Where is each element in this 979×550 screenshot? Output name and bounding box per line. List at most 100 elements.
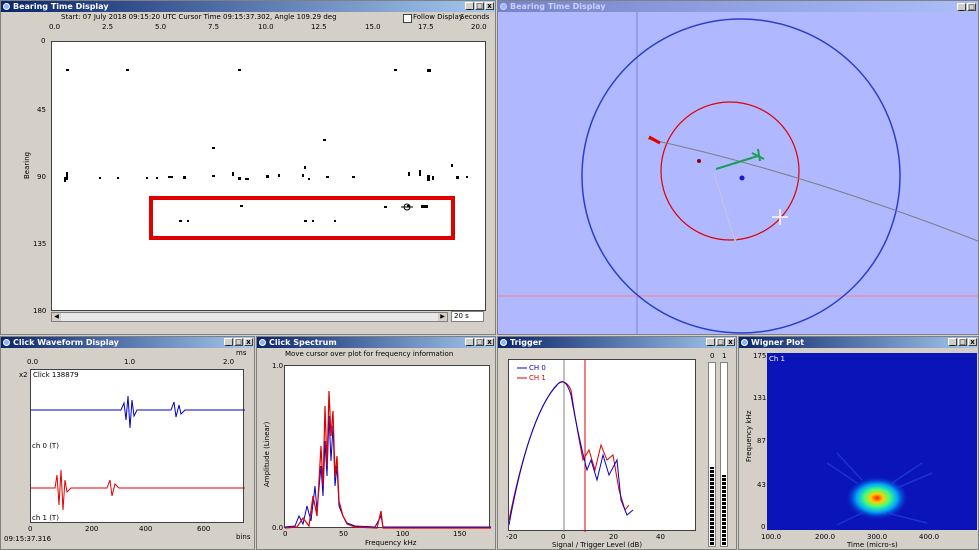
minimize-icon[interactable]: _ [706, 338, 715, 346]
window-title: Wigner Plot [751, 338, 805, 347]
app-icon [500, 3, 507, 10]
x-axis-label: Frequency kHz [365, 539, 417, 547]
x-tick: 400.0 [919, 533, 940, 541]
level-meter-1 [720, 362, 728, 547]
window-title: Bearing Time Display [510, 2, 606, 11]
scroll-right-icon[interactable]: ▶ [438, 313, 447, 321]
click-spectrum-titlebar[interactable]: Click Spectrum _ □ x [257, 337, 495, 348]
close-icon[interactable]: x [485, 2, 494, 10]
bearing-time-window: Bearing Time Display _ □ x Start: 07 Jul… [0, 0, 496, 335]
spectrum-plot[interactable] [284, 365, 491, 529]
ch0-label: ch 0 (T) [32, 442, 59, 450]
x-tick: 20 [609, 533, 618, 541]
close-icon[interactable]: x [726, 338, 735, 346]
meter-label: 1 [722, 352, 727, 360]
y-tick: 0 [761, 523, 766, 531]
scroll-left-icon[interactable]: ◀ [52, 313, 61, 321]
x-tick: 0.0 [27, 358, 39, 366]
x-tick: 20.0 [471, 23, 487, 31]
minimize-icon[interactable]: _ [224, 338, 233, 346]
minimize-icon[interactable]: _ [957, 3, 966, 11]
y-axis-label: Frequency kHz [745, 410, 753, 462]
level-meter-0 [708, 362, 716, 547]
meter-label: 0 [710, 352, 715, 360]
trigger-window: Trigger _ □ x CH 0 CH 1 -20 0 20 40 Sign… [497, 336, 737, 550]
click-waveform-window: Click Waveform Display _ □ x ms 0.0 1.0 … [0, 336, 255, 550]
legend-ch0: CH 0 [529, 364, 546, 372]
app-icon [500, 339, 507, 346]
bins-tick: 0 [28, 525, 33, 533]
maximize-icon[interactable]: □ [716, 338, 725, 346]
maximize-icon[interactable]: □ [475, 338, 484, 346]
trigger-plot[interactable]: CH 0 CH 1 [508, 359, 696, 532]
minimize-icon[interactable]: _ [948, 338, 957, 346]
crosshair-cursor [401, 203, 413, 211]
bearing-plot[interactable] [51, 41, 486, 311]
minimize-icon[interactable]: _ [465, 338, 474, 346]
x-tick: 150 [453, 530, 467, 538]
wigner-window: Wigner Plot _ □ x 175 131 87 43 0 Freque… [738, 336, 979, 550]
y-tick: 175 [753, 352, 767, 360]
maximize-icon[interactable]: □ [234, 338, 243, 346]
x-tick: 5.0 [155, 23, 167, 31]
channel-label: Ch 1 [769, 355, 786, 363]
close-icon[interactable]: x [485, 338, 494, 346]
bins-tick: 200 [85, 525, 99, 533]
y-tick: 135 [33, 240, 47, 248]
x-tick: 1.0 [124, 358, 136, 366]
time-scrollbar[interactable]: ◀ ▶ [51, 312, 448, 322]
y-tick: 43 [757, 481, 766, 489]
minimize-icon[interactable]: _ [465, 2, 474, 10]
waveform-traces [31, 395, 245, 511]
app-icon [259, 339, 266, 346]
window-title: Click Waveform Display [13, 338, 119, 347]
x-axis-label: Time (micro-s) [847, 541, 898, 549]
bins-label: bins [236, 533, 251, 541]
x-tick: 12.5 [311, 23, 327, 31]
bearing-time-titlebar[interactable]: Bearing Time Display _ □ x [1, 1, 495, 12]
follow-display-checkbox[interactable] [403, 14, 412, 23]
x-tick: 2.5 [102, 23, 114, 31]
x-tick: 40 [656, 533, 665, 541]
y-tick: 131 [753, 394, 767, 402]
y-tick: 180 [33, 307, 47, 315]
window-title: Trigger [510, 338, 543, 347]
click-id: Click 138879 [33, 371, 79, 379]
wigner-plot[interactable]: Ch 1 [767, 353, 977, 530]
x-tick: -20 [506, 533, 518, 541]
bearing-detections [64, 69, 468, 222]
app-icon [3, 3, 10, 10]
x-tick: 100.0 [761, 533, 782, 541]
waveform-plot[interactable]: Click 138879 ch 0 (T) ch 1 (T) [30, 369, 245, 523]
y-tick: 0 [41, 37, 46, 45]
bins-tick: 400 [139, 525, 153, 533]
span-value: 20 s [454, 312, 469, 320]
x-tick: 15.0 [365, 23, 381, 31]
close-icon[interactable]: x [244, 338, 253, 346]
map-titlebar[interactable]: Bearing Time Display [498, 1, 978, 12]
x-tick: 2.0 [223, 358, 235, 366]
wigner-titlebar[interactable]: Wigner Plot _ □ x [739, 337, 978, 348]
maximize-icon[interactable]: □ [475, 2, 484, 10]
window-title: Bearing Time Display [13, 2, 109, 11]
window-title: Click Spectrum [269, 338, 337, 347]
x-tick: 0 [283, 530, 288, 538]
map-canvas[interactable] [498, 1, 979, 335]
spectrum-traces [285, 390, 491, 529]
scale-label: x2 [19, 371, 28, 379]
cursor-info: Start: 07 July 2018 09:15:20 UTC Cursor … [61, 13, 337, 21]
trigger-titlebar[interactable]: Trigger _ □ x [498, 337, 736, 348]
close-icon[interactable]: x [968, 338, 977, 346]
maximize-icon[interactable]: □ [967, 3, 976, 11]
click-waveform-titlebar[interactable]: Click Waveform Display _ □ x [1, 337, 254, 348]
time-label: 09:15:37.316 [4, 535, 52, 543]
maximize-icon[interactable]: □ [958, 338, 967, 346]
y-tick: 1.0 [272, 362, 284, 370]
app-icon [741, 339, 748, 346]
span-spinner[interactable]: 20 s [451, 311, 484, 322]
x-tick: 10.0 [258, 23, 274, 31]
wigner-heatmap [826, 452, 933, 526]
unit-label: ms [236, 349, 247, 357]
y-tick: 0.0 [272, 524, 284, 532]
highlight-box [149, 196, 455, 240]
